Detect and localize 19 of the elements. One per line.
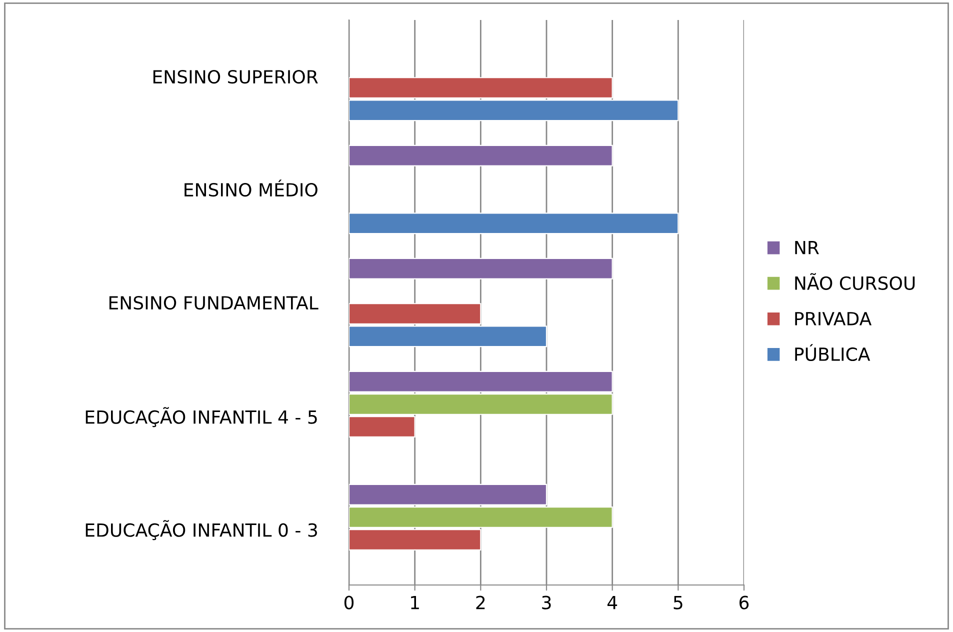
legend-label: NÃO CURSOU [795,273,915,290]
bar [349,212,679,234]
bar [349,258,613,280]
x-tick-label: 3 [542,596,551,610]
y-tick-label: ENSINO FUNDAMENTAL [109,296,318,310]
bar [349,144,613,166]
x-tick-label: 4 [607,596,618,610]
y-tick-label: EDUCAÇÃO INFANTIL 4 - 5 [86,407,317,428]
y-tick-label: ENSINO SUPERIOR [153,70,318,84]
y-tick-label: EDUCAÇÃO INFANTIL 0 - 3 [86,520,317,540]
x-tick-label: 1 [411,596,419,610]
legend-label: PRIVADA [795,312,872,326]
x-tick-label: 0 [344,596,354,610]
x-tick-label: 2 [476,596,485,610]
x-tick-label: 6 [740,596,749,610]
legend-label: PÚBLICA [795,344,870,362]
x-tick-label: 5 [674,596,682,610]
y-tick-label: ENSINO MÉDIO [184,180,318,197]
legend-label: NR [795,241,819,254]
